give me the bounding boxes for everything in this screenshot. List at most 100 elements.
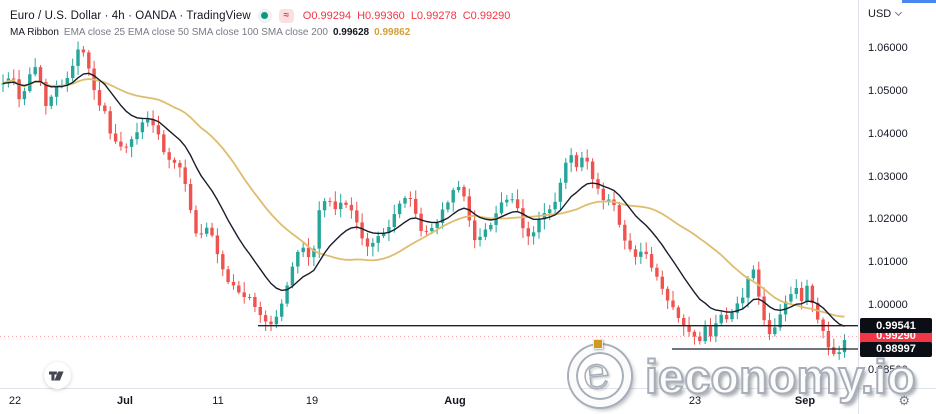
candle[interactable] <box>580 151 584 172</box>
candle[interactable] <box>339 193 343 218</box>
candle[interactable] <box>317 201 321 258</box>
candle[interactable] <box>290 262 295 289</box>
symbol-title[interactable]: Euro / U.S. Dollar · 4h · OANDA · Tradin… <box>10 9 251 22</box>
candle[interactable] <box>199 224 203 239</box>
candle[interactable] <box>162 130 166 155</box>
candle[interactable] <box>274 309 279 328</box>
candle[interactable] <box>301 241 305 257</box>
candle[interactable] <box>258 301 262 323</box>
candle[interactable] <box>33 58 37 77</box>
candle[interactable] <box>483 223 488 241</box>
candle[interactable] <box>285 281 289 307</box>
candle[interactable] <box>601 182 605 210</box>
candle[interactable] <box>719 311 723 327</box>
candle[interactable] <box>837 345 841 360</box>
candle[interactable] <box>108 106 112 140</box>
candle[interactable] <box>542 203 547 230</box>
candle[interactable] <box>231 274 236 290</box>
candle[interactable] <box>306 238 311 266</box>
candle[interactable] <box>365 232 370 256</box>
candle[interactable] <box>757 261 761 305</box>
candle[interactable] <box>237 280 241 295</box>
market-status-icon[interactable] <box>257 8 272 23</box>
candle[interactable] <box>451 187 455 212</box>
candle[interactable] <box>113 124 118 144</box>
candle[interactable] <box>714 314 718 343</box>
candle[interactable] <box>333 191 337 216</box>
candle[interactable] <box>644 242 648 259</box>
candle[interactable] <box>558 178 563 212</box>
candle[interactable] <box>660 270 664 295</box>
candle[interactable] <box>499 192 504 216</box>
candle[interactable] <box>167 147 171 169</box>
candle[interactable] <box>505 195 509 207</box>
candle[interactable] <box>322 198 327 218</box>
candle[interactable] <box>773 318 777 337</box>
candle[interactable] <box>129 136 134 158</box>
candle[interactable] <box>419 207 423 237</box>
candle[interactable] <box>71 58 75 82</box>
price-chart[interactable] <box>0 0 858 388</box>
candle[interactable] <box>17 70 21 108</box>
candle[interactable] <box>478 228 482 247</box>
candle[interactable] <box>183 159 187 192</box>
candle[interactable] <box>387 219 391 241</box>
candle[interactable] <box>140 117 145 140</box>
candle[interactable] <box>826 321 831 356</box>
candle[interactable] <box>172 157 177 169</box>
candle[interactable] <box>671 290 675 311</box>
candle[interactable] <box>440 202 445 229</box>
candle[interactable] <box>28 67 32 93</box>
candle[interactable] <box>741 288 745 310</box>
candle[interactable] <box>253 292 257 313</box>
candle[interactable] <box>789 286 793 305</box>
chart-pane[interactable] <box>0 0 858 388</box>
candle[interactable] <box>263 310 268 332</box>
candle[interactable] <box>682 314 686 336</box>
candle[interactable] <box>156 115 161 140</box>
candle[interactable] <box>87 50 91 76</box>
candle[interactable] <box>392 204 396 233</box>
candle[interactable] <box>65 71 69 92</box>
candle[interactable] <box>794 279 798 299</box>
candle[interactable] <box>665 286 670 309</box>
candle[interactable] <box>397 200 402 219</box>
candle[interactable] <box>247 293 252 301</box>
candle[interactable] <box>574 152 579 172</box>
candle[interactable] <box>205 222 209 237</box>
candle[interactable] <box>810 283 815 313</box>
candle[interactable] <box>226 266 230 285</box>
candle[interactable] <box>54 80 59 106</box>
candle[interactable] <box>188 178 193 214</box>
candle[interactable] <box>655 263 659 281</box>
sma-slow-line[interactable] <box>2 78 845 318</box>
candle[interactable] <box>312 245 316 267</box>
candle[interactable] <box>751 265 756 281</box>
candle[interactable] <box>328 197 332 207</box>
candle[interactable] <box>210 222 214 238</box>
flag-icon[interactable]: ≈ <box>278 8 294 23</box>
candle[interactable] <box>103 102 107 114</box>
candle[interactable] <box>296 250 300 274</box>
candle[interactable] <box>435 219 439 235</box>
candle[interactable] <box>81 46 86 57</box>
candle[interactable] <box>585 149 589 170</box>
candle[interactable] <box>6 72 11 88</box>
candle[interactable] <box>215 228 220 264</box>
candle[interactable] <box>97 80 102 111</box>
candle[interactable] <box>821 317 825 339</box>
candle[interactable] <box>462 184 466 202</box>
candle[interactable] <box>151 110 155 133</box>
ema-fast-line[interactable] <box>2 72 845 327</box>
candle[interactable] <box>242 282 246 304</box>
candle[interactable] <box>194 205 198 237</box>
candle[interactable] <box>842 334 847 358</box>
candle[interactable] <box>467 188 471 227</box>
candle[interactable] <box>628 233 632 252</box>
candle[interactable] <box>446 200 450 213</box>
candle[interactable] <box>489 222 493 232</box>
candle[interactable] <box>49 94 53 110</box>
candle[interactable] <box>724 307 729 323</box>
candle[interactable] <box>135 122 139 145</box>
candle[interactable] <box>762 287 766 326</box>
